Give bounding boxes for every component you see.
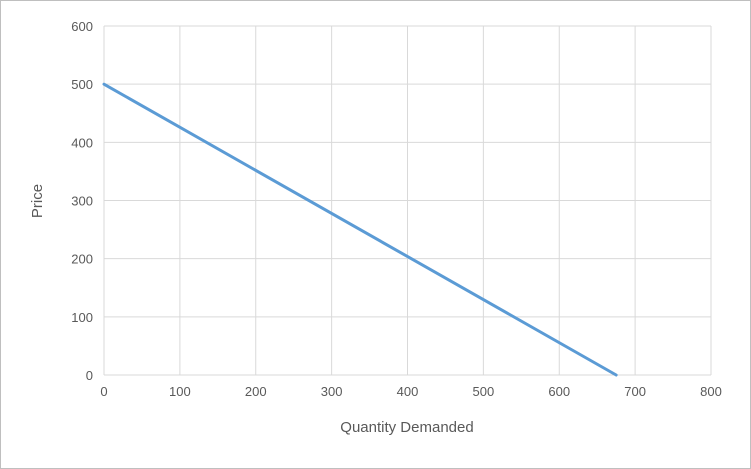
y-axis-title: Price [29,184,46,218]
y-tick-label: 400 [71,135,93,150]
gridline-layer [103,25,712,376]
demand-line [102,82,618,377]
y-tick-label: 200 [71,252,93,267]
x-axis-title: Quantity Demanded [340,419,473,436]
x-tick-label: 300 [321,384,343,399]
tick-label-layer: 0 100 200 300 400 500 600 700 800 0 100 200 300 400 50… [71,19,722,399]
x-tick-label: 700 [624,384,646,399]
x-tick-label: 600 [548,384,570,399]
x-tick-label: 800 [700,384,722,399]
x-tick-label: 100 [169,384,191,399]
y-tick-label: 300 [71,194,93,209]
y-tick-label: 0 [86,368,93,383]
x-tick-label: 400 [397,384,419,399]
x-tick-label: 200 [245,384,267,399]
x-tick-label: 500 [473,384,495,399]
series-layer [102,82,618,377]
x-tick-label: 0 [100,384,107,399]
y-tick-label: 500 [71,77,93,92]
y-tick-label: 600 [71,19,93,34]
y-tick-label: 100 [71,310,93,325]
